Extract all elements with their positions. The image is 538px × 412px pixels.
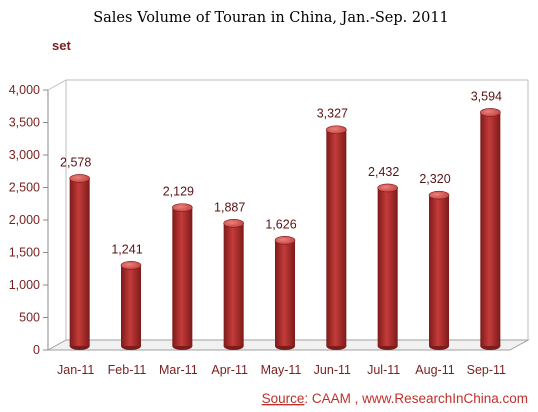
bar bbox=[377, 183, 398, 350]
y-tick-label: 3,000 bbox=[9, 148, 40, 162]
bar bbox=[223, 219, 244, 350]
x-tick-label: Jun-11 bbox=[314, 363, 351, 377]
chart-title: Sales Volume of Touran in China, Jan.-Se… bbox=[93, 10, 449, 26]
y-tick-label: 1,000 bbox=[9, 278, 40, 292]
y-tick-label: 1,500 bbox=[9, 246, 40, 260]
bar bbox=[326, 125, 347, 350]
x-tick-label: Mar-11 bbox=[159, 363, 198, 377]
y-tick-label: 500 bbox=[19, 311, 40, 325]
x-tick-label: Jan-11 bbox=[57, 363, 94, 377]
bar bbox=[69, 174, 90, 350]
source-text: : CAAM , www.ResearchInChina.com bbox=[304, 391, 528, 406]
value-label: 1,241 bbox=[111, 242, 142, 256]
bar bbox=[172, 203, 193, 350]
x-axis-labels: Jan-11 Feb-11 Mar-11 Apr-11 May-11 Jun-11 Jul-… bbox=[57, 363, 506, 377]
bar bbox=[274, 236, 296, 350]
bar bbox=[428, 190, 450, 350]
value-label: 1,887 bbox=[214, 200, 245, 214]
value-label: 2,129 bbox=[163, 185, 194, 199]
y-axis-unit: set bbox=[52, 38, 71, 53]
y-tick-label: 0 bbox=[33, 343, 40, 357]
source-label: Source bbox=[262, 391, 305, 406]
value-label: 2,432 bbox=[368, 165, 399, 179]
x-tick-label: Apr-11 bbox=[211, 363, 248, 377]
y-tick-label: 2,000 bbox=[9, 213, 40, 227]
bar bbox=[480, 108, 501, 350]
x-tick-label: May-11 bbox=[261, 363, 302, 377]
bars bbox=[69, 108, 501, 350]
y-tick-label: 3,500 bbox=[9, 116, 40, 130]
x-tick-label: Feb-11 bbox=[108, 363, 147, 377]
y-tick-label: 4,000 bbox=[9, 83, 40, 97]
x-tick-label: Jul-11 bbox=[367, 363, 400, 377]
x-tick-label: Sep-11 bbox=[467, 363, 506, 377]
value-labels: 2,578 1,241 2,129 1,887 1,626 3,327 2,432 2,320… bbox=[60, 89, 502, 256]
value-label: 1,626 bbox=[265, 217, 296, 231]
bar bbox=[120, 261, 142, 350]
value-label: 2,578 bbox=[60, 155, 91, 169]
y-axis-ticks: 0 500 1,000 1,500 2,000 2,500 3,000 3,500 4,000 bbox=[9, 83, 48, 357]
value-label: 2,320 bbox=[419, 172, 450, 186]
source-note: Source: CAAM , www.ResearchInChina.com bbox=[262, 391, 528, 406]
value-label: 3,594 bbox=[471, 89, 502, 103]
y-tick-label: 2,500 bbox=[9, 181, 40, 195]
x-tick-label: Aug-11 bbox=[415, 363, 454, 377]
value-label: 3,327 bbox=[317, 107, 348, 121]
